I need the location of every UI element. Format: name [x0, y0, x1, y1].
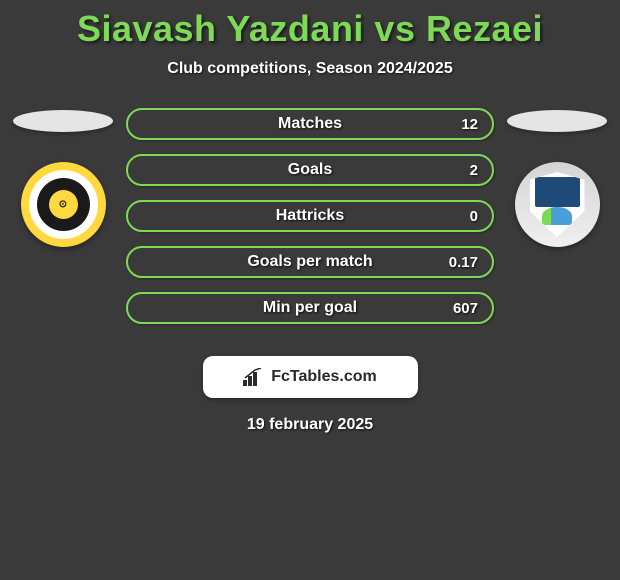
bar-matches: Matches 12 [126, 108, 494, 140]
left-club-logo: ⊙ [21, 162, 106, 247]
main-row: ⊙ Matches 12 Goals 2 Hattricks 0 Goals p… [0, 108, 620, 338]
bar-hattricks: Hattricks 0 [126, 200, 494, 232]
left-player-placeholder [13, 110, 113, 132]
bar-goals-per-match: Goals per match 0.17 [126, 246, 494, 278]
bar-label: Hattricks [128, 207, 492, 225]
brand-text: FcTables.com [271, 368, 377, 386]
bar-value: 12 [461, 116, 478, 133]
subtitle: Club competitions, Season 2024/2025 [0, 60, 620, 78]
brand-badge: FcTables.com [203, 356, 418, 398]
right-player-placeholder [507, 110, 607, 132]
bar-label: Goals [128, 161, 492, 179]
bar-value: 2 [470, 162, 478, 179]
bar-min-per-goal: Min per goal 607 [126, 292, 494, 324]
bar-value: 0 [470, 208, 478, 225]
chart-icon [243, 368, 265, 386]
left-club-inner: ⊙ [49, 190, 78, 219]
bar-goals: Goals 2 [126, 154, 494, 186]
bar-value: 0.17 [449, 254, 478, 271]
bar-value: 607 [453, 300, 478, 317]
bar-label: Min per goal [128, 299, 492, 317]
page-title: Siavash Yazdani vs Rezaei [0, 8, 620, 50]
right-club-logo [515, 162, 600, 247]
right-club-shield [530, 172, 585, 237]
date-text: 19 february 2025 [0, 416, 620, 434]
left-side: ⊙ [8, 108, 118, 247]
stats-bars: Matches 12 Goals 2 Hattricks 0 Goals per… [118, 108, 502, 338]
bar-label: Matches [128, 115, 492, 133]
infographic-container: Siavash Yazdani vs Rezaei Club competiti… [0, 0, 620, 434]
right-side [502, 108, 612, 247]
bar-label: Goals per match [128, 253, 492, 271]
